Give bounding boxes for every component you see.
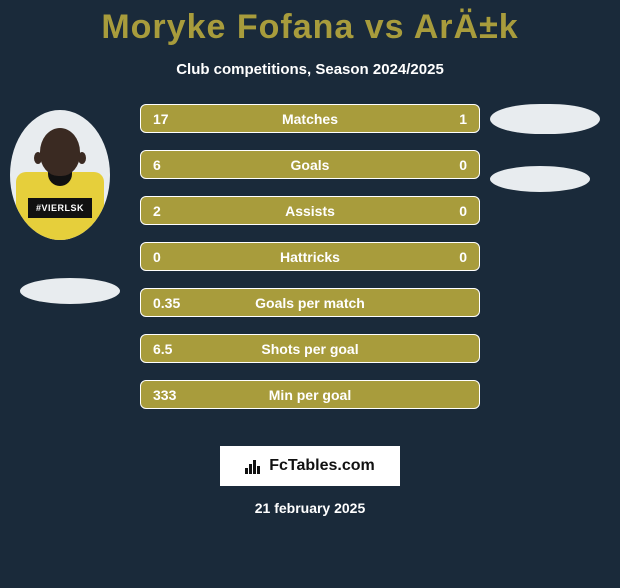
page-subtitle: Club competitions, Season 2024/2025 — [0, 61, 620, 78]
stat-label: Hattricks — [213, 249, 407, 265]
stat-right-value: 0 — [407, 157, 467, 173]
source-logo-text: FcTables.com — [269, 457, 375, 475]
page-title: Moryke Fofana vs ArÄ±k — [0, 8, 620, 47]
team-left-logo — [20, 278, 120, 304]
stat-row-goals: 6 Goals 0 — [140, 150, 480, 179]
stat-right-value: 0 — [407, 203, 467, 219]
stat-left-value: 6 — [153, 157, 213, 173]
stat-row-shots-per-goal: 6.5 Shots per goal — [140, 334, 480, 363]
stat-left-value: 333 — [153, 387, 213, 403]
stat-row-hattricks: 0 Hattricks 0 — [140, 242, 480, 271]
stat-label: Matches — [213, 111, 407, 127]
stat-label: Shots per goal — [213, 341, 407, 357]
player-left-badge: #VIERLSK — [28, 198, 92, 218]
stat-row-assists: 2 Assists 0 — [140, 196, 480, 225]
player-left-photo: #VIERLSK — [10, 110, 110, 240]
player-right-photo — [490, 104, 600, 134]
comparison-panel: #VIERLSK 17 Matches 1 6 Goals 0 2 Assist… — [0, 98, 620, 428]
stat-right-value: 1 — [407, 111, 467, 127]
player-left-ear — [34, 152, 42, 164]
stat-row-min-per-goal: 333 Min per goal — [140, 380, 480, 409]
stat-label: Assists — [213, 203, 407, 219]
stat-row-goals-per-match: 0.35 Goals per match — [140, 288, 480, 317]
stat-right-value: 0 — [407, 249, 467, 265]
stat-label: Goals — [213, 157, 407, 173]
stat-left-value: 2 — [153, 203, 213, 219]
date-label: 21 february 2025 — [0, 500, 620, 516]
bars-icon — [245, 458, 263, 474]
stat-left-value: 17 — [153, 111, 213, 127]
stat-left-value: 0.35 — [153, 295, 213, 311]
stat-row-matches: 17 Matches 1 — [140, 104, 480, 133]
source-logo: FcTables.com — [220, 446, 400, 486]
player-left-ear — [78, 152, 86, 164]
stat-label: Min per goal — [213, 387, 407, 403]
player-left-head — [40, 128, 80, 176]
stats-rows: 17 Matches 1 6 Goals 0 2 Assists 0 0 Hat… — [140, 104, 480, 409]
stat-label: Goals per match — [213, 295, 407, 311]
team-right-logo — [490, 166, 590, 192]
stat-left-value: 6.5 — [153, 341, 213, 357]
stat-left-value: 0 — [153, 249, 213, 265]
